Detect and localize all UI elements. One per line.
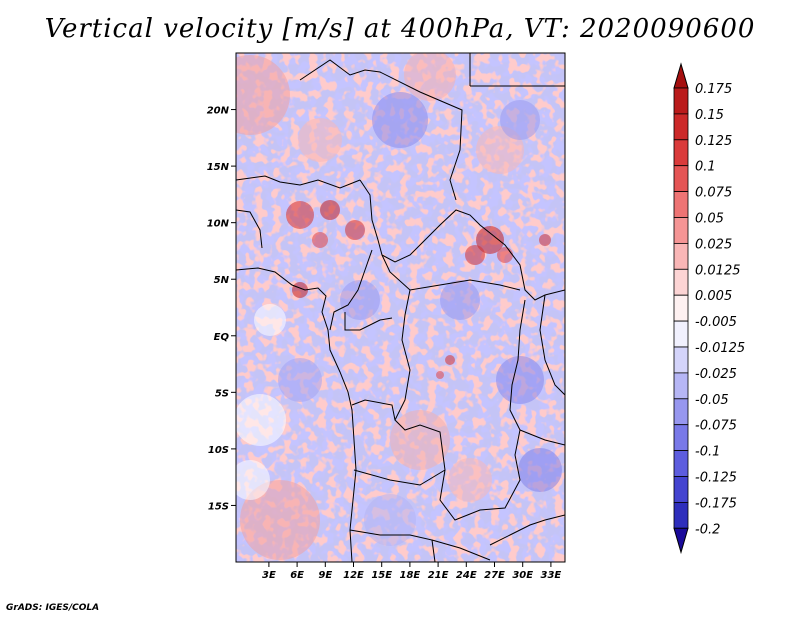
y-tick-label: EQ bbox=[214, 332, 230, 343]
colorbar-label: 0.005 bbox=[695, 289, 732, 304]
y-tick-label: 15N bbox=[207, 162, 230, 173]
velocity-field bbox=[236, 53, 565, 562]
x-tick-label: 18E bbox=[400, 570, 421, 581]
x-tick-label: 3E bbox=[262, 570, 276, 581]
y-tick-label: 5S bbox=[215, 388, 229, 399]
chart-title: Vertical velocity [m/s] at 400hPa, VT: 2… bbox=[44, 14, 756, 44]
colorbar-label: -0.175 bbox=[695, 496, 737, 511]
x-tick-label: 30E bbox=[512, 570, 533, 581]
x-axis: 3E 6E 9E 12E 15E 18E 21E 24E 27E 30E 33E bbox=[262, 562, 561, 581]
colorbar-segment bbox=[673, 268, 689, 296]
colorbar-segment bbox=[673, 191, 689, 218]
colorbar-label: 0.025 bbox=[695, 237, 732, 252]
x-tick-label: 33E bbox=[541, 570, 562, 581]
footer-credit: GrADS: IGES/COLA bbox=[6, 603, 100, 613]
colorbar-label: 0.1 bbox=[695, 160, 716, 175]
colorbar-label: 0.075 bbox=[695, 186, 732, 201]
colorbar-label: -0.05 bbox=[695, 393, 729, 408]
colorbar-top-arrow bbox=[673, 62, 689, 89]
colorbar-label: -0.005 bbox=[695, 315, 737, 330]
colorbar-segment bbox=[673, 87, 689, 115]
colorbar-segment bbox=[673, 476, 689, 503]
y-tick-label: 20N bbox=[207, 106, 230, 117]
y-tick-label: 15S bbox=[208, 501, 229, 512]
colorbar-segment bbox=[673, 165, 689, 192]
colorbar-bottom-arrow bbox=[673, 527, 689, 555]
x-tick-label: 27E bbox=[484, 570, 505, 581]
y-axis: 20N 15N 10N 5N EQ 5S 10S 15S bbox=[207, 106, 236, 512]
colorbar-segment bbox=[673, 450, 689, 477]
x-tick-label: 12E bbox=[343, 570, 364, 581]
colorbar-label: -0.1 bbox=[695, 445, 720, 460]
x-tick-label: 15E bbox=[371, 570, 392, 581]
colorbar-label: 0.0125 bbox=[695, 263, 741, 278]
colorbar-label: -0.2 bbox=[695, 522, 720, 537]
colorbar-label: -0.0125 bbox=[695, 341, 745, 356]
colorbar-segment bbox=[673, 139, 689, 167]
colorbar-label: 0.15 bbox=[695, 108, 724, 123]
colorbar-segment bbox=[673, 346, 689, 374]
x-tick-label: 21E bbox=[428, 570, 449, 581]
colorbar-label: 0.125 bbox=[695, 134, 732, 149]
y-tick-label: 10N bbox=[207, 219, 230, 230]
colorbar-segment bbox=[673, 398, 689, 426]
colorbar-segment bbox=[673, 320, 689, 348]
colorbar-segment bbox=[673, 113, 689, 141]
map-frame bbox=[235, 52, 566, 563]
colorbar-segment bbox=[673, 217, 689, 244]
colorbar-label: 0.175 bbox=[695, 82, 732, 97]
colorbar-segment bbox=[673, 242, 689, 270]
colorbar-segment bbox=[673, 424, 689, 452]
colorbar-segment bbox=[673, 501, 689, 529]
colorbar: 0.175 0.15 0.125 0.1 0.075 0.05 0.025 0.0125 0.0… bbox=[673, 62, 745, 555]
colorbar-label: 0.05 bbox=[695, 212, 724, 227]
colorbar-label: -0.025 bbox=[695, 367, 737, 382]
y-tick-label: 10S bbox=[208, 445, 229, 456]
colorbar-label: -0.075 bbox=[695, 419, 737, 434]
x-tick-label: 9E bbox=[318, 570, 332, 581]
colorbar-segment bbox=[673, 372, 689, 400]
x-tick-label: 6E bbox=[290, 570, 304, 581]
colorbar-segment bbox=[673, 294, 689, 322]
colorbar-label: -0.125 bbox=[695, 471, 737, 486]
y-tick-label: 5N bbox=[214, 275, 230, 286]
country-borders bbox=[236, 53, 565, 562]
x-tick-label: 24E bbox=[456, 570, 477, 581]
